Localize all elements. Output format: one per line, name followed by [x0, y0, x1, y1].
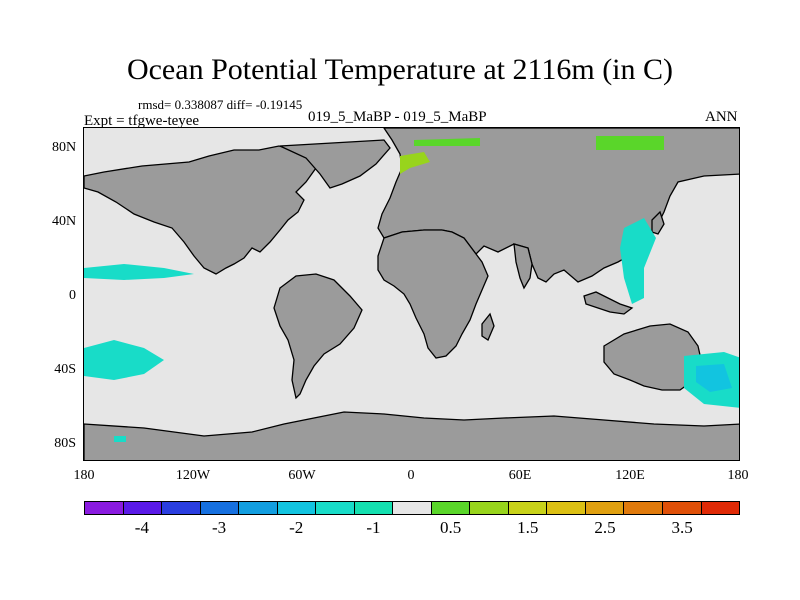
x-tick-label: 120E: [615, 468, 645, 483]
anomaly-patch-cyan: [620, 218, 656, 304]
x-tick-label: 60W: [288, 468, 316, 483]
india-landmass: [513, 243, 533, 290]
anomaly-patch-cyan: [84, 264, 194, 280]
colorbar-label: 3.5: [671, 518, 693, 537]
antarctica-landmass: [84, 411, 739, 460]
colorbar-label: -4: [134, 518, 149, 537]
colorbar-swatch: [277, 502, 317, 514]
x-tick-label: 120W: [175, 468, 211, 483]
maritime-asia-landmass: [583, 291, 634, 315]
world-map: [84, 128, 739, 460]
y-tick-label: 0: [69, 288, 76, 303]
colorbar-swatch: [162, 502, 201, 514]
colorbar: [84, 501, 740, 515]
map-panel: [83, 127, 740, 461]
colorbar-swatch: [470, 502, 509, 514]
colorbar-swatch: [239, 502, 278, 514]
colorbar-swatch: [508, 502, 548, 514]
y-tick-label: 80N: [52, 140, 77, 155]
japan-landmass: [651, 210, 665, 235]
colorbar-swatch: [431, 502, 471, 514]
madagascar-landmass: [481, 312, 495, 341]
colorbar-swatch: [85, 502, 124, 514]
colorbar-swatch: [547, 502, 586, 514]
anomaly-patch-green: [400, 152, 430, 174]
colorbar-label: -1: [366, 518, 381, 537]
colorbar-swatch: [123, 502, 163, 514]
anomaly-patch-cyan: [114, 436, 126, 442]
y-tick-label: 80S: [54, 436, 76, 451]
x-tick-label: 0: [407, 468, 415, 483]
experiment-label: Expt = tfgwe-teyee: [84, 113, 200, 129]
anomaly-patch-cyan: [84, 340, 164, 380]
colorbar-swatch: [624, 502, 663, 514]
stats-label: rmsd= 0.338087 diff= -0.19145: [138, 97, 303, 112]
season-label: ANN: [705, 109, 738, 125]
land-masses: [84, 128, 739, 460]
colorbar-label: 0.5: [439, 518, 462, 537]
anomaly-patches: [84, 136, 739, 442]
x-tick-label: 180: [727, 468, 749, 483]
colorbar-swatch: [662, 502, 702, 514]
colorbar-swatch: [585, 502, 625, 514]
y-tick-label: 40S: [54, 362, 76, 377]
colorbar-label: -3: [211, 518, 227, 537]
subtitle-label: 019_5_MaBP - 019_5_MaBP: [308, 109, 487, 125]
colorbar-swatch: [200, 502, 240, 514]
anomaly-patch-blue: [696, 364, 732, 392]
anomaly-patch-green: [414, 138, 480, 146]
map-title: Ocean Potential Temperature at 2116m (in…: [126, 53, 674, 86]
colorbar-label: 2.5: [594, 518, 616, 537]
colorbar-swatch: [316, 502, 355, 514]
greenland-landmass: [279, 139, 391, 189]
colorbar-swatch: [354, 502, 394, 514]
colorbar-swatch: [701, 502, 740, 514]
africa-landmass: [377, 229, 489, 359]
colorbar-label: 1.5: [517, 518, 539, 537]
y-tick-label: 40N: [52, 214, 77, 229]
x-tick-label: 60E: [508, 468, 532, 483]
colorbar-label: -2: [289, 518, 304, 537]
south-america-landmass: [273, 273, 363, 400]
x-tick-label: 180: [73, 468, 95, 483]
north-america-landmass: [84, 145, 317, 275]
colorbar-swatch: [393, 502, 432, 514]
anomaly-patch-green: [596, 136, 664, 150]
